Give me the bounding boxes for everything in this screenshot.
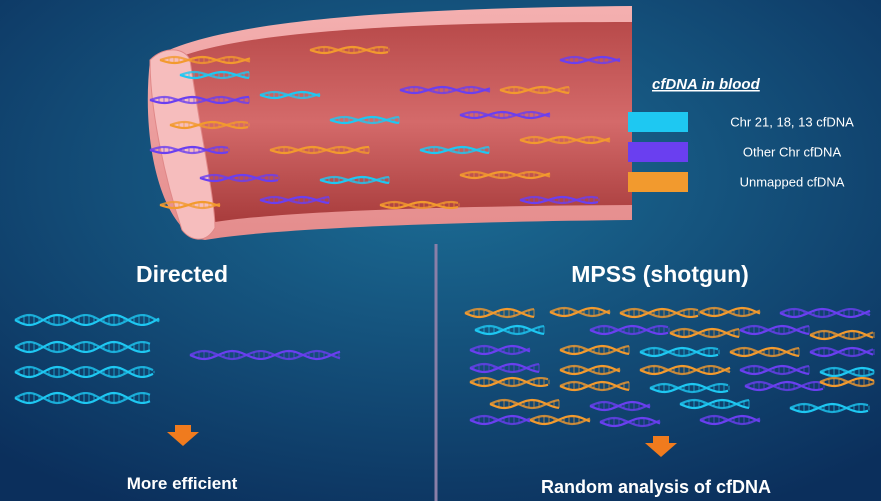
legend-label: Other Chr cfDNA [743, 144, 842, 159]
legend-label: Unmapped cfDNA [740, 174, 845, 189]
vessel-lumen [182, 22, 632, 222]
legend-swatch [628, 112, 688, 132]
panel-title: MPSS (shotgun) [571, 261, 749, 287]
panel-result: More efficient [127, 474, 238, 493]
legend-swatch [628, 172, 688, 192]
legend-title: cfDNA in blood [652, 76, 761, 93]
panel-result: Random analysis of cfDNA [541, 477, 771, 497]
slide-canvas: cfDNA in blood Chr 21, 18, 13 cfDNA Other… [0, 0, 881, 501]
panel-title: Directed [136, 261, 228, 287]
slide: cfDNA in blood Chr 21, 18, 13 cfDNA Other… [0, 0, 881, 501]
legend-swatch [628, 142, 688, 162]
legend-label: Chr 21, 18, 13 cfDNA [730, 114, 854, 129]
